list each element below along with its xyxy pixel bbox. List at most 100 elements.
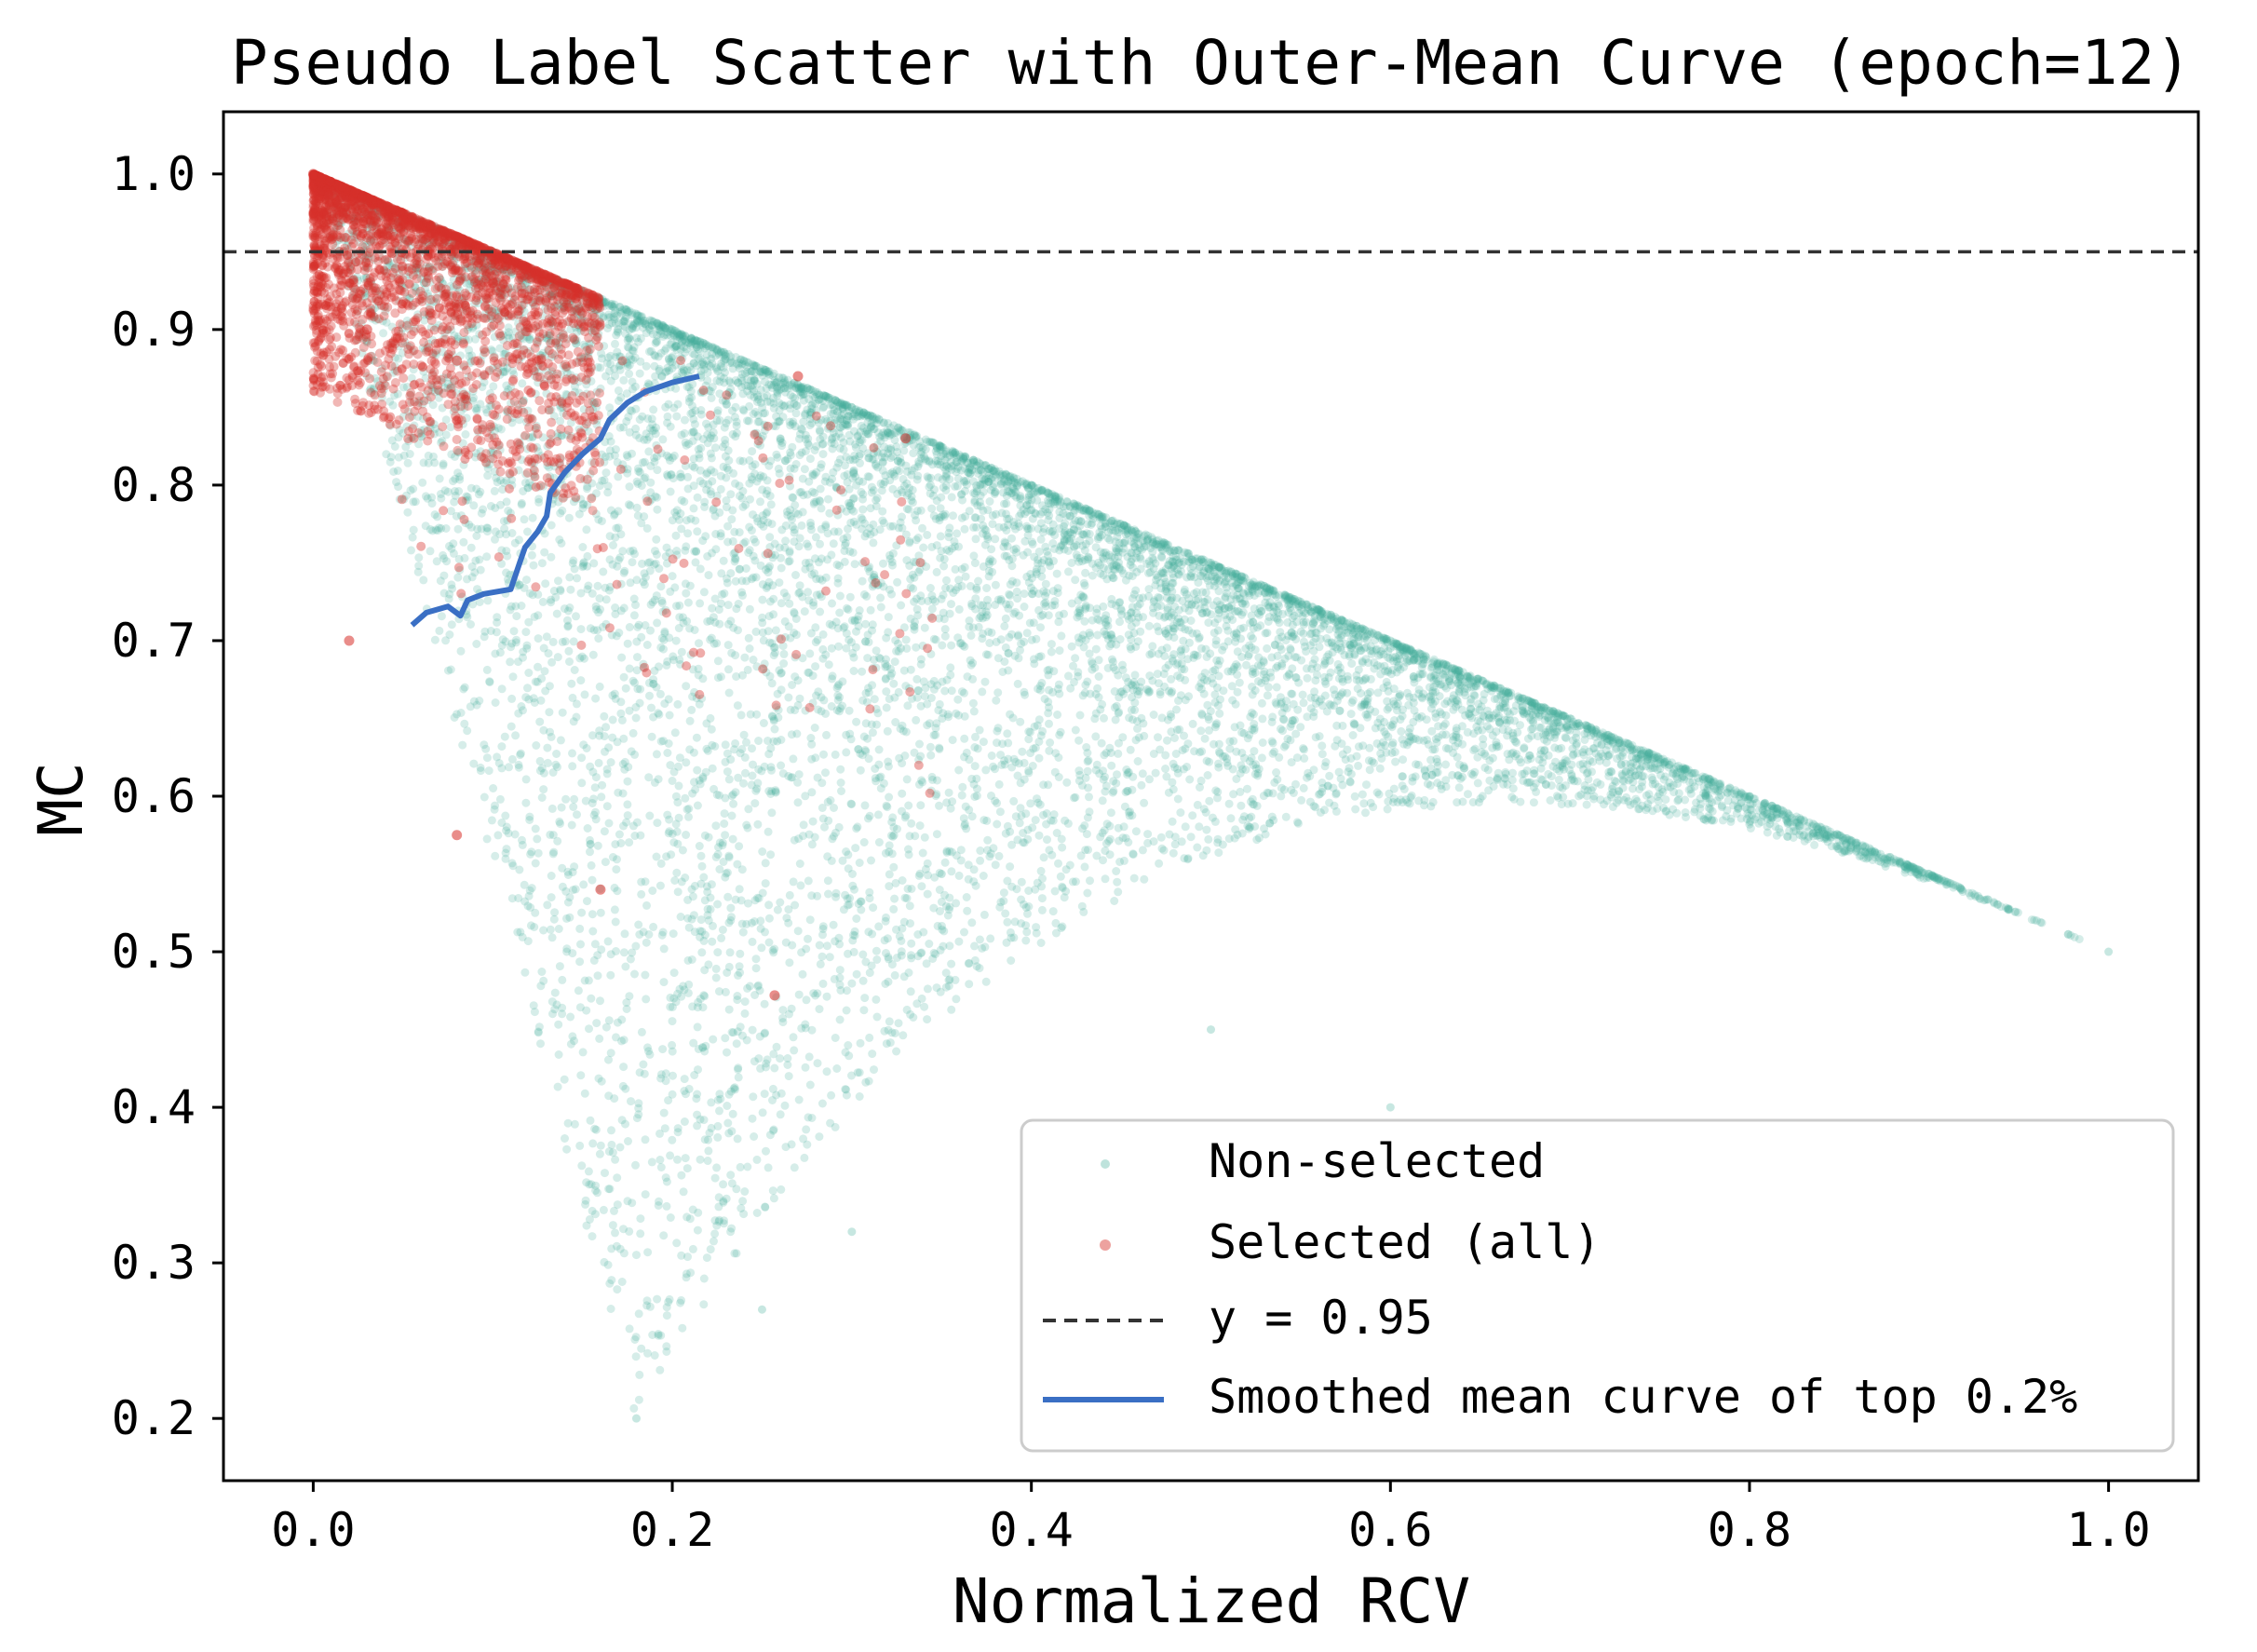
non-selected-point [1186,833,1196,842]
non-selected-point [628,558,637,567]
non-selected-point [1450,664,1458,673]
non-selected-point [1299,629,1308,638]
non-selected-point [579,740,588,750]
non-selected-point [1454,666,1464,675]
non-selected-point [793,927,803,936]
non-selected-point [979,738,988,747]
non-selected-point [598,476,607,485]
non-selected-point [447,620,456,630]
non-selected-point [879,449,888,458]
non-selected-point [747,918,756,928]
non-selected-point [910,597,919,606]
non-selected-point [1114,552,1123,562]
non-selected-point [1065,536,1074,546]
non-selected-point [954,765,964,775]
non-selected-point [741,768,750,778]
non-selected-point [1138,846,1147,855]
non-selected-point [1783,832,1792,841]
non-selected-point [663,749,672,757]
non-selected-point [844,605,853,615]
non-selected-point [677,877,686,887]
non-selected-point [620,305,628,314]
non-selected-point [734,773,743,782]
non-selected-point [815,1005,824,1014]
non-selected-point [756,924,765,933]
non-selected-point [497,819,507,827]
non-selected-point [551,760,561,769]
non-selected-point [996,595,1006,603]
non-selected-point [816,463,825,472]
non-selected-point [807,754,817,764]
non-selected-point [831,750,840,759]
non-selected-point [502,547,511,556]
non-selected-point [642,900,651,910]
non-selected-point [610,509,619,519]
non-selected-point [775,399,784,408]
non-selected-point [568,749,576,758]
non-selected-point [449,275,458,284]
non-selected-point [1184,594,1194,603]
non-selected-point [668,454,677,463]
non-selected-point [688,1205,697,1214]
non-selected-point [1419,736,1428,745]
non-selected-point [510,830,520,839]
non-selected-point [761,1202,770,1212]
non-selected-point [543,743,552,752]
non-selected-point [439,550,448,560]
non-selected-point [684,812,693,821]
non-selected-point [1305,630,1315,639]
non-selected-point [1027,583,1035,592]
non-selected-point [588,323,598,332]
non-selected-point [388,400,398,410]
non-selected-point [635,415,644,424]
non-selected-point [1320,762,1330,771]
non-selected-point [1066,511,1075,521]
non-selected-point [1471,708,1480,717]
non-selected-point [1373,630,1383,640]
non-selected-point [735,528,744,537]
non-selected-point [1163,736,1171,745]
non-selected-point [1796,815,1805,824]
non-selected-point [864,429,872,439]
non-selected-point [1248,708,1256,717]
non-selected-point [867,856,875,865]
non-selected-point [630,1335,640,1344]
non-selected-point [1535,711,1545,720]
non-selected-point [907,939,916,948]
non-selected-point [1290,715,1299,724]
non-selected-point [345,258,354,267]
non-selected-point [619,672,628,682]
non-selected-point [726,1171,736,1180]
non-selected-point [821,768,830,778]
non-selected-point [1188,562,1197,571]
non-selected-point [640,512,649,521]
non-selected-point [630,678,639,687]
non-selected-point [1310,616,1318,624]
non-selected-point [1007,763,1017,772]
non-selected-point [403,508,412,517]
non-selected-point [981,765,991,775]
non-selected-point [880,478,889,486]
non-selected-point [1204,558,1213,567]
non-selected-point [377,382,386,390]
non-selected-point [1067,642,1076,651]
non-selected-point [1101,787,1110,796]
non-selected-point [1680,765,1689,775]
non-selected-point [811,623,820,632]
non-selected-point [604,819,614,828]
non-selected-point [1007,882,1017,891]
non-selected-point [322,176,331,184]
non-selected-point [1792,819,1802,828]
non-selected-point [1227,682,1237,691]
non-selected-point [541,579,550,589]
non-selected-point [832,1064,842,1073]
non-selected-point [939,562,949,571]
non-selected-point [861,619,871,629]
non-selected-point [835,966,845,975]
non-selected-point [975,935,984,944]
non-selected-point [891,636,900,645]
non-selected-point [766,850,776,860]
non-selected-point [1268,738,1277,748]
non-selected-point [1170,734,1179,742]
non-selected-point [1190,589,1198,598]
